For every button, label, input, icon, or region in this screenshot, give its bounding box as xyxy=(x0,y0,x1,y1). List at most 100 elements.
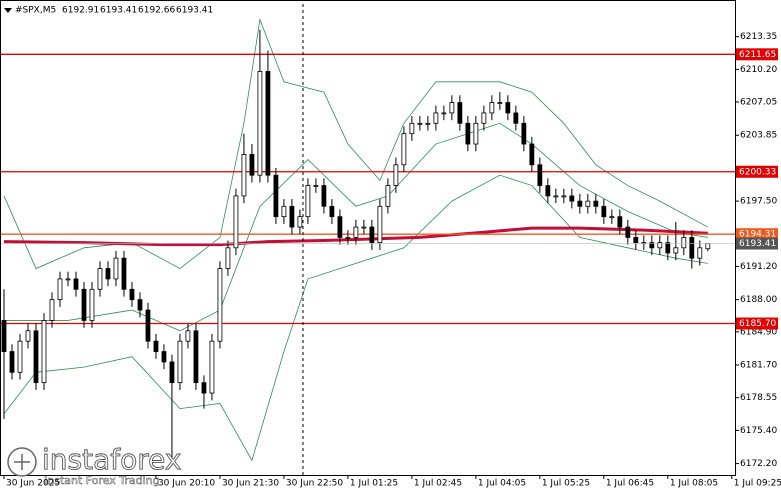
candle-body xyxy=(457,102,463,124)
candle-body xyxy=(561,195,567,198)
y-tick-label: 6178.55 xyxy=(740,393,777,403)
y-tick-label: 6197.50 xyxy=(740,197,777,207)
candle-body xyxy=(121,257,127,290)
candle-body xyxy=(393,164,399,186)
x-tick-label: 1 Jul 05:25 xyxy=(542,479,590,489)
y-tick-label: 6213.35 xyxy=(740,32,777,42)
candle-body xyxy=(513,112,519,124)
candle-body xyxy=(241,154,247,197)
candle-body xyxy=(33,330,39,384)
logo-mark xyxy=(14,454,30,470)
candle-body xyxy=(657,242,663,249)
candle-body xyxy=(73,278,79,290)
candle-body xyxy=(649,242,655,249)
candle-body xyxy=(1,320,7,352)
candle-body xyxy=(481,112,487,124)
x-tick-label: 1 Jul 04:05 xyxy=(478,479,526,489)
candle-body xyxy=(353,226,359,238)
candle-body xyxy=(625,226,631,238)
tagline: Instant Forex Trading xyxy=(44,474,160,487)
price-label: 6193.41 xyxy=(739,239,776,249)
candle-body xyxy=(145,309,151,342)
candle-body xyxy=(345,237,351,239)
candle-body xyxy=(545,185,551,197)
candle-body xyxy=(297,216,303,228)
candle-body xyxy=(409,122,415,135)
level-label: 6200.33 xyxy=(739,167,776,177)
candle-body xyxy=(505,102,511,114)
x-tick-label: 30 Jun 21:30 xyxy=(222,479,279,489)
x-tick-label: 1 Jul 06:45 xyxy=(606,479,654,489)
candle-body xyxy=(465,122,471,145)
close-value: 6193.41 xyxy=(176,6,213,16)
candle-body xyxy=(377,205,383,244)
candle-body xyxy=(705,243,711,250)
candle-body xyxy=(633,237,639,244)
candle-body xyxy=(425,122,431,125)
level-label: 6211.65 xyxy=(739,50,776,60)
level-label: 6185.70 xyxy=(739,319,776,329)
candle-body xyxy=(97,268,103,290)
y-tick-label: 6184.90 xyxy=(740,327,777,337)
candle-body xyxy=(385,185,391,207)
candle-body xyxy=(249,154,255,176)
candle-body xyxy=(305,185,311,218)
candle-body xyxy=(209,340,215,394)
open-value: 6192.91 xyxy=(62,6,99,16)
y-tick-label: 6207.05 xyxy=(740,98,777,108)
y-tick-label: 6172.20 xyxy=(740,459,777,469)
candle-body xyxy=(105,268,111,280)
candle-body xyxy=(401,133,407,166)
level-tag xyxy=(736,165,778,178)
candle-body xyxy=(361,226,367,229)
candle-body xyxy=(697,247,703,259)
plot-area xyxy=(0,18,735,466)
candle-body xyxy=(313,185,319,187)
candle-body xyxy=(161,351,167,363)
candle-body xyxy=(129,288,135,301)
candle-body xyxy=(169,361,175,384)
x-tick-label: 1 Jul 02:45 xyxy=(414,479,462,489)
candle-body xyxy=(529,143,535,166)
level-label: 6194.31 xyxy=(739,230,776,240)
candle-body xyxy=(441,112,447,115)
candle-body xyxy=(41,320,47,384)
candle-body xyxy=(665,242,671,254)
candle-body xyxy=(17,340,23,373)
candle-body xyxy=(9,351,15,373)
watermark: instaforex Instant Forex Trading xyxy=(7,443,182,487)
candle-body xyxy=(193,330,199,384)
candle-body xyxy=(321,185,327,207)
x-tick-label: 30 Jun 2025 xyxy=(6,479,60,489)
candle-body xyxy=(617,216,623,228)
candle-body xyxy=(289,205,295,228)
price-tag xyxy=(736,237,778,250)
candle-body xyxy=(113,257,119,280)
candle-body xyxy=(497,102,503,104)
x-tick-label: 1 Jul 01:25 xyxy=(350,479,398,489)
plot-border xyxy=(0,0,736,476)
candle-body xyxy=(601,205,607,218)
x-tick-label: 1 Jul 09:25 xyxy=(734,479,781,489)
y-tick-label: 6210.20 xyxy=(740,65,777,75)
level-tag xyxy=(736,228,778,241)
candle-body xyxy=(489,102,495,114)
candle-body xyxy=(81,288,87,321)
candle-body xyxy=(25,330,31,342)
y-tick-label: 6181.70 xyxy=(740,361,777,371)
symbol-icon xyxy=(4,8,12,13)
candle-body xyxy=(521,122,527,145)
candle-body xyxy=(569,195,575,202)
candle-body xyxy=(473,122,479,145)
candle-body xyxy=(49,299,55,321)
y-tick-label: 6188.00 xyxy=(740,295,777,305)
y-tick-label: 6175.40 xyxy=(740,426,777,436)
x-tick-label: 30 Jun 22:50 xyxy=(286,479,343,489)
candle-body xyxy=(585,200,591,207)
candle-body xyxy=(233,195,239,249)
candle-body xyxy=(177,340,183,384)
level-tag xyxy=(736,317,778,330)
candle-body xyxy=(577,200,583,207)
candle-body xyxy=(265,71,271,176)
